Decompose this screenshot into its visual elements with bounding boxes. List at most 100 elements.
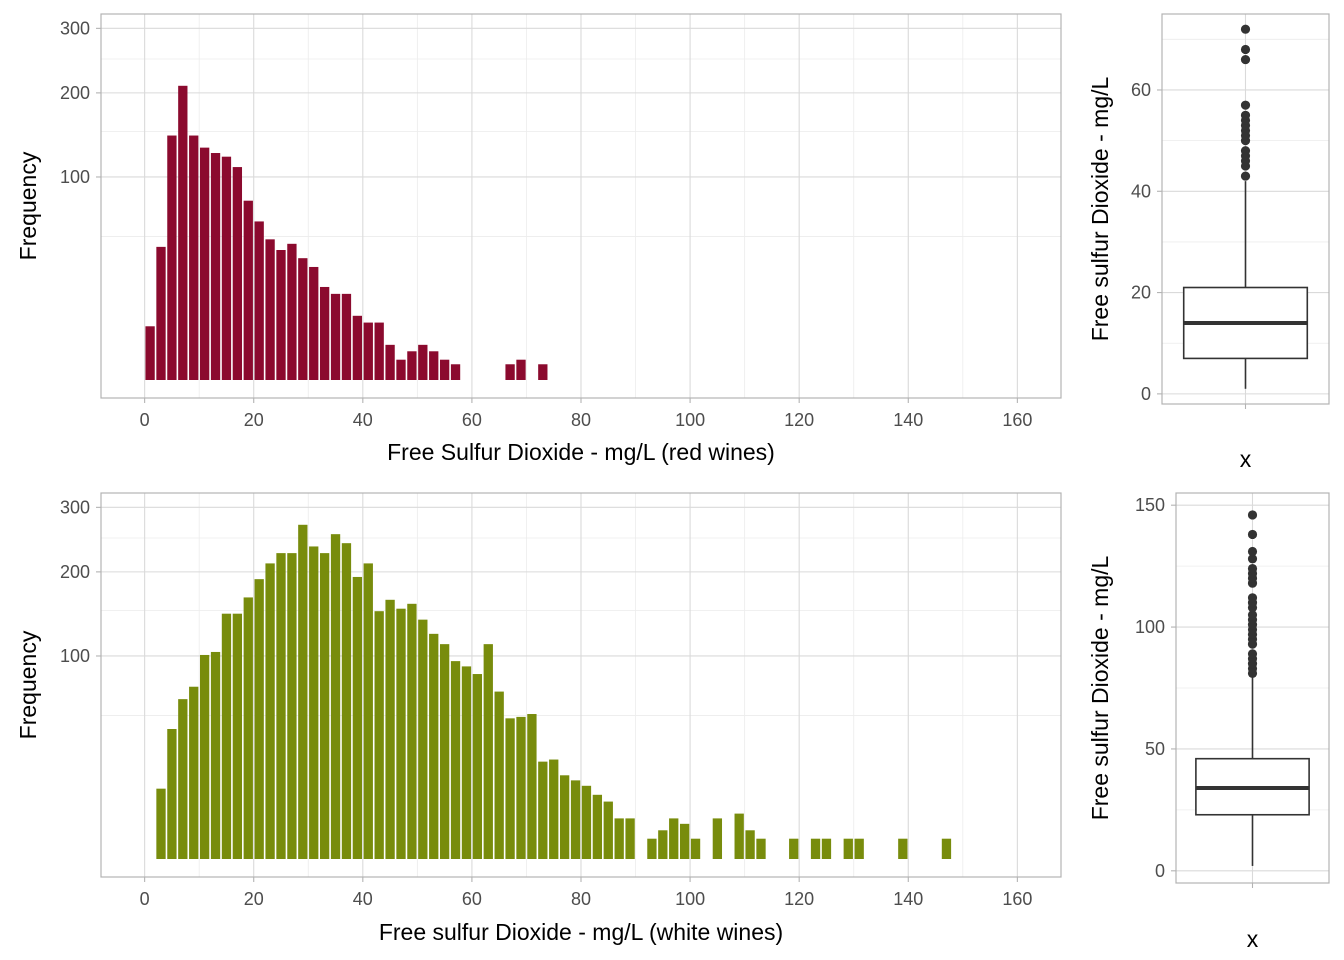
white-boxplot-box [1195, 510, 1310, 866]
red-histogram-grid [101, 14, 1061, 398]
histogram-bar [658, 830, 668, 859]
histogram-bar [505, 364, 515, 380]
histogram-bar [385, 344, 395, 380]
red-boxplot-box [1182, 24, 1309, 389]
x-tick-label: 80 [571, 889, 591, 909]
y-axis-title: Frequency [15, 151, 41, 260]
histogram-bar [625, 818, 635, 859]
x-axis-title: Free Sulfur Dioxide - mg/L (red wines) [387, 439, 775, 465]
histogram-bar [810, 838, 821, 859]
histogram-bar [287, 243, 297, 380]
histogram-bar [614, 818, 624, 859]
histogram-bar [396, 608, 406, 859]
histogram-bar [941, 838, 952, 859]
y-tick-label: 200 [60, 83, 90, 103]
histogram-bar [450, 364, 461, 380]
histogram-bar [418, 619, 428, 859]
x-tick-label: 60 [462, 410, 482, 430]
histogram-bar [319, 286, 330, 380]
histogram-bar [385, 599, 395, 859]
x-tick-label: 100 [675, 889, 705, 909]
y-tick-label: 200 [60, 562, 90, 582]
outlier-point [1240, 171, 1251, 181]
y-tick-label: 100 [60, 646, 90, 666]
histogram-bar [745, 830, 755, 859]
histogram-bar [265, 239, 275, 380]
x-tick-label: 0 [140, 410, 150, 430]
histogram-bar [341, 543, 352, 859]
histogram-bar [167, 135, 177, 380]
histogram-bar [341, 293, 352, 380]
histogram-bar [505, 718, 515, 859]
y-tick-label: 300 [60, 18, 90, 38]
histogram-bar [232, 167, 243, 380]
histogram-bar [210, 651, 221, 859]
histogram-bar [439, 359, 450, 380]
white-histogram-bars [156, 524, 952, 859]
histogram-bar [156, 246, 166, 380]
histogram-bar [429, 633, 439, 859]
histogram-bar [210, 153, 221, 380]
x-axis-title: x [1247, 926, 1259, 952]
y-axis-title: Free sulfur Dioxide - mg/L [1087, 555, 1113, 820]
outlier-point [1247, 563, 1258, 574]
y-tick-label: 300 [60, 497, 90, 517]
histogram-bar [592, 794, 603, 859]
histogram-bar [712, 818, 723, 859]
y-tick-label: 50 [1145, 739, 1165, 759]
histogram-bar [254, 221, 264, 380]
histogram-bar [309, 266, 319, 380]
outlier-point [1240, 146, 1251, 156]
histogram-bar [570, 780, 581, 859]
outlier-point [1247, 649, 1258, 659]
histogram-bar [407, 351, 417, 380]
outlier-point [1240, 24, 1251, 34]
white-boxplot-chart: 0 50 100 150 x Free sulfur Dioxide - mg/L [1087, 492, 1330, 952]
histogram-bar [603, 801, 613, 859]
histogram-bar [298, 258, 308, 380]
x-tick-label: 60 [462, 889, 482, 909]
x-tick-label: 160 [1002, 410, 1032, 430]
histogram-bar [232, 613, 243, 859]
histogram-bar [330, 534, 341, 859]
x-axis-title: x [1240, 446, 1252, 472]
y-axis-title: Frequency [15, 630, 41, 739]
y-tick-label: 100 [1135, 617, 1165, 637]
x-tick-label: 120 [784, 410, 814, 430]
histogram-bar [199, 147, 210, 380]
histogram-bar [276, 553, 286, 859]
histogram-bar [549, 759, 559, 859]
histogram-bar [298, 524, 308, 859]
histogram-bar [396, 359, 406, 380]
x-tick-label: 160 [1002, 889, 1032, 909]
histogram-bar [461, 666, 472, 859]
histogram-bar [789, 838, 799, 859]
outlier-point [1240, 44, 1251, 55]
outlier-point [1247, 546, 1258, 557]
histogram-bar [472, 674, 483, 859]
histogram-bar [167, 729, 177, 859]
histogram-bar [843, 838, 853, 859]
histogram-bar [199, 654, 210, 859]
histogram-bar [189, 686, 199, 859]
x-tick-label: 20 [244, 889, 264, 909]
histogram-bar [352, 576, 363, 859]
histogram-bar [221, 613, 232, 859]
histogram-bar [439, 644, 450, 859]
x-tick-label: 80 [571, 410, 591, 430]
histogram-bar [756, 838, 766, 859]
y-axis-title: Free sulfur Dioxide - mg/L [1087, 76, 1113, 341]
x-tick-label: 140 [893, 889, 923, 909]
outlier-point [1240, 110, 1251, 120]
x-tick-label: 0 [140, 889, 150, 909]
histogram-bar [581, 785, 592, 859]
y-tick-label: 40 [1131, 181, 1151, 201]
histogram-bar [276, 250, 286, 380]
histogram-bar [516, 716, 526, 859]
histogram-bar [145, 326, 155, 380]
y-tick-label: 60 [1131, 80, 1151, 100]
histogram-bar [821, 838, 832, 859]
histogram-bar [669, 818, 679, 859]
y-tick-label: 0 [1155, 861, 1165, 881]
histogram-bar [363, 563, 373, 859]
